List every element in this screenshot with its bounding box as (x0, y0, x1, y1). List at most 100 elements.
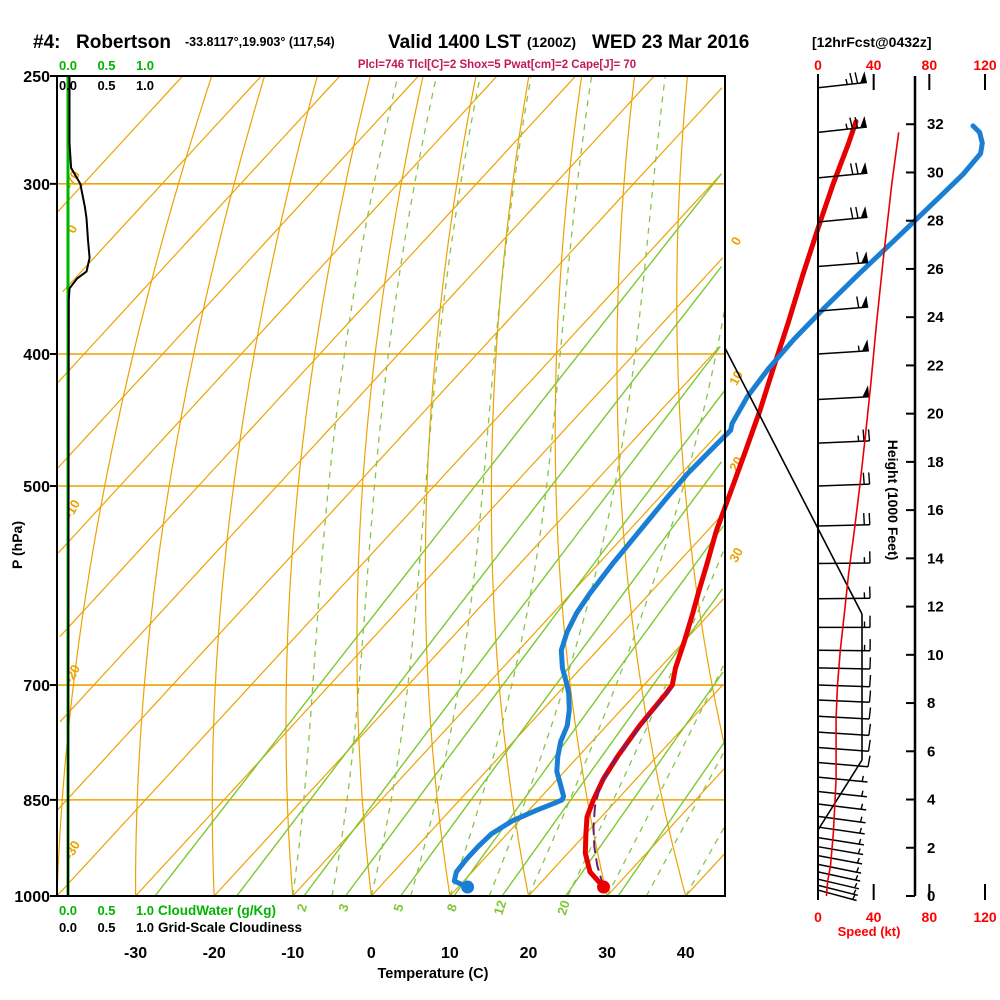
dry-adiabat-line (616, 75, 687, 897)
temperature-tick-label: -10 (281, 945, 304, 962)
valid-time-label: Valid 1400 LST (388, 32, 521, 53)
barb-shaft (817, 684, 870, 688)
pressure-tick-label: 250 (23, 69, 50, 86)
cloud-water-axis-title: CloudWater (g/Kg) (158, 903, 276, 918)
barb-half-5kt (857, 848, 861, 854)
barb-full-10kt (867, 429, 871, 441)
height-tick-label: 12 (927, 599, 944, 616)
moist-adiabat-line (370, 75, 481, 897)
height-tick-label: 22 (927, 357, 944, 374)
wind-barb (817, 739, 871, 753)
mixing-ratio-line (453, 525, 724, 897)
height-speed-panel (817, 74, 986, 900)
barb-shaft (817, 699, 870, 703)
wind-barb (817, 251, 869, 268)
cloudiness-tick-bottom: 1.0 (136, 920, 154, 935)
isotherm-line (56, 87, 723, 811)
barb-pennant-50kt (861, 339, 869, 352)
isotherm-line (528, 684, 724, 897)
parcel-trace-curve (592, 688, 671, 889)
pressure-tick-label: 400 (23, 347, 50, 364)
cloudiness-tick-top: 0.5 (97, 78, 115, 93)
isotherm-gridlines (56, 75, 726, 897)
barb-shaft (817, 871, 861, 882)
moist-adiabat-line (409, 75, 532, 897)
moist-adiabat-line (527, 307, 726, 897)
wind-barb (817, 295, 869, 312)
barb-full-10kt (867, 755, 871, 767)
cloud-axis-labels: 0.0 0.5 1.0 0.0 0.5 1.0 0.0 0.5 1.0 0.0 0.5 1.0 (59, 58, 154, 935)
barb-pennant-50kt (860, 116, 867, 128)
height-tick-label: 32 (927, 116, 944, 133)
cloud-water-panel (66, 76, 91, 897)
grid-value-label: 30 (726, 545, 746, 565)
dry-adiabat-line (135, 75, 266, 896)
temperature-profile-curve (582, 119, 859, 890)
wind-barb (817, 551, 871, 565)
mixing-ratio-line (344, 389, 726, 897)
wind-barb (817, 845, 864, 856)
barb-half-5kt (853, 882, 858, 889)
wind-barb (817, 803, 867, 811)
barb-shaft (817, 731, 869, 737)
moist-adiabat-line (685, 826, 725, 897)
barb-full-10kt (854, 116, 859, 129)
barb-shaft (817, 826, 865, 835)
barb-full-10kt (849, 163, 854, 175)
barb-half-5kt (859, 816, 863, 823)
dry-adiabat-line (211, 75, 318, 897)
barb-half-5kt (845, 78, 848, 85)
barb-full-10kt (868, 690, 872, 703)
barb-full-10kt (869, 657, 872, 670)
barb-shaft (817, 81, 867, 89)
barb-shaft (817, 350, 869, 355)
pressure-axis-labels: 250 300 400 500 700 850 1000 (14, 69, 57, 906)
wind-barb (817, 206, 868, 223)
height-tick-label: 0 (927, 888, 935, 905)
isotherm-line (135, 257, 724, 897)
isotherm-line (213, 346, 721, 897)
temperature-tick-label: -20 (203, 945, 226, 962)
mixing-ratio-line (236, 266, 723, 897)
mixing-ratio-line (154, 173, 722, 897)
wind-barb-column (724, 71, 872, 902)
speed-tick-label-bottom: 40 (866, 909, 882, 925)
isotherm-line (57, 75, 341, 384)
moist-adiabat-line (449, 75, 593, 897)
barb-shaft (817, 172, 868, 179)
wind-barb (817, 472, 871, 487)
barb-half-5kt (855, 867, 860, 873)
height-tick-label: 18 (927, 454, 944, 471)
speed-tick-label-top: 40 (866, 57, 882, 73)
height-tick-label: 10 (927, 647, 944, 664)
isotherm-line (606, 767, 726, 897)
dry-adiabat-line (424, 75, 477, 897)
height-tick-label: 20 (927, 406, 944, 423)
barb-half-5kt (854, 875, 859, 881)
barb-shaft (817, 790, 867, 798)
mixing-ratio-line (400, 461, 722, 897)
grid-value-label: -10 (61, 497, 83, 521)
height-tick-label: 14 (927, 550, 944, 567)
height-tick-label: 16 (927, 502, 944, 519)
barb-shaft (817, 216, 868, 223)
barb-full-10kt (869, 674, 872, 687)
wind-barb (817, 884, 858, 897)
barb-full-10kt (862, 472, 865, 485)
cloudiness-tick-bottom: 0.0 (59, 920, 77, 935)
speed-tick-label-top: 80 (922, 57, 938, 73)
isotherm-line (57, 75, 498, 554)
barb-shaft (817, 863, 862, 874)
isobar-gridlines (57, 75, 725, 897)
wind-barb (817, 755, 871, 768)
wind-barb (817, 429, 871, 444)
grid-value-label: 0 (64, 222, 81, 235)
barb-shaft (817, 715, 870, 720)
barb-full-10kt (868, 512, 871, 525)
isotherm-line (56, 75, 184, 214)
dry-adiabat-line (554, 75, 608, 897)
speed-axis-title: Speed (kt) (838, 924, 901, 939)
barb-half-5kt (857, 345, 860, 352)
